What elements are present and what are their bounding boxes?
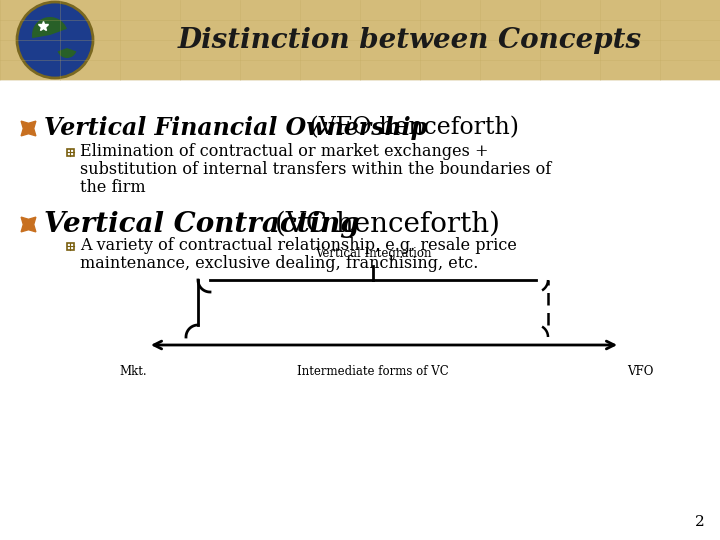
Text: Mkt.: Mkt.: [120, 365, 147, 378]
Text: A variety of contractual relationship, e.g. resale price: A variety of contractual relationship, e…: [80, 238, 517, 254]
Bar: [66, 242, 73, 249]
Bar: [0, 0, 720, 80]
Text: maintenance, exclusive dealing, franchising, etc.: maintenance, exclusive dealing, franchis…: [80, 255, 478, 273]
Wedge shape: [32, 17, 67, 38]
Text: Vertical Contracting: Vertical Contracting: [44, 211, 359, 238]
Text: (VFO henceforth): (VFO henceforth): [302, 117, 519, 139]
Text: Intermediate forms of VC: Intermediate forms of VC: [297, 365, 449, 378]
Text: Elimination of contractual or market exchanges +: Elimination of contractual or market exc…: [80, 144, 488, 160]
Text: (VC henceforth): (VC henceforth): [266, 211, 500, 238]
Bar: [66, 148, 73, 156]
Text: substitution of internal transfers within the boundaries of: substitution of internal transfers withi…: [80, 161, 552, 179]
Circle shape: [17, 2, 93, 78]
Text: Vertical Financial Ownership: Vertical Financial Ownership: [44, 116, 427, 140]
Text: Vertical Integration: Vertical Integration: [315, 247, 431, 260]
Wedge shape: [58, 48, 76, 58]
Text: VFO: VFO: [627, 365, 653, 378]
Text: 2: 2: [695, 515, 705, 529]
Text: the firm: the firm: [80, 179, 145, 197]
Text: Distinction between Concepts: Distinction between Concepts: [178, 26, 642, 53]
